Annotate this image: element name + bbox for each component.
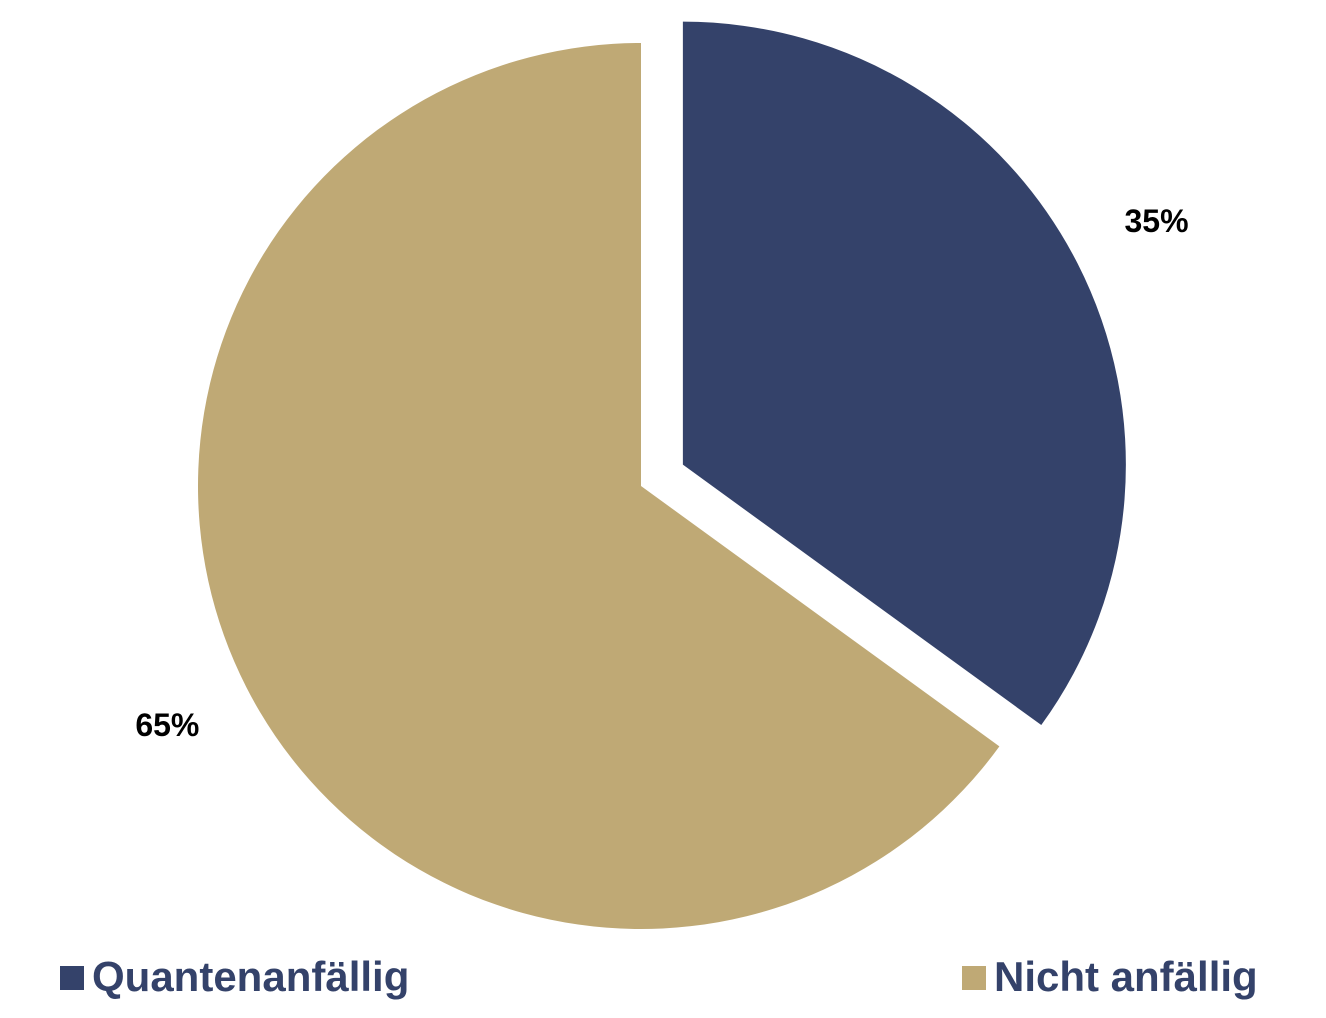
legend-label: Nicht anfällig	[994, 953, 1258, 1000]
value-label: 35%	[1125, 203, 1189, 239]
pie-slice	[682, 21, 1126, 726]
legend-swatch	[962, 966, 986, 990]
value-label: 65%	[135, 707, 199, 743]
pie-slice	[198, 43, 1000, 929]
legend-label: Quantenanfällig	[92, 953, 409, 1000]
legend-swatch	[60, 966, 84, 990]
